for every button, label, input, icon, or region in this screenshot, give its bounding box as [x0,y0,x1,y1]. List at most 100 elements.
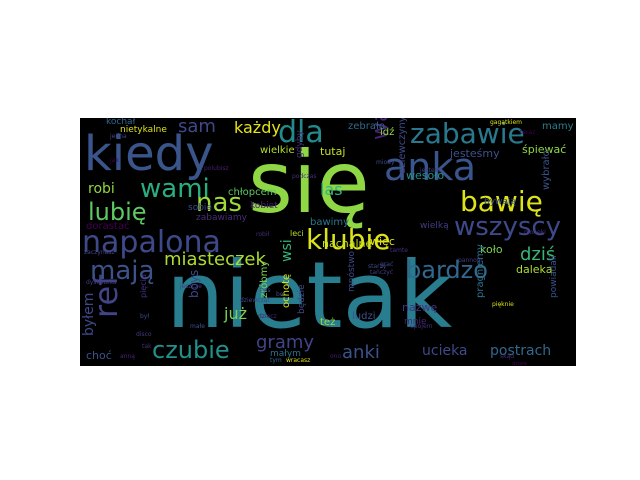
cloud-word: kochał [106,118,136,127]
cloud-word: wesoło [406,169,445,182]
cloud-word: gramy [256,332,315,353]
cloud-word: postrach [490,343,552,359]
cloud-word: jestem [420,167,441,174]
cloud-word: dla [278,118,324,150]
cloud-word: też [320,317,336,328]
cloud-word: wielkie [260,145,295,156]
cloud-word: robił [256,231,270,238]
cloud-word: gdyby [295,130,305,158]
cloud-word: choć [86,349,112,362]
cloud-word: koło [480,243,503,256]
cloud-word: anną [120,353,135,360]
cloud-word: bywają [484,197,516,207]
cloud-word: ono [330,353,342,360]
cloud-word: małym [270,349,301,359]
cloud-word: tamte [390,247,408,254]
cloud-word: daleka [516,263,553,276]
cloud-word: nachalne [322,237,373,250]
cloud-word: ucieka [422,343,468,359]
cloud-word: kiedy [84,126,214,182]
cloud-word: zaczynasz [84,249,115,256]
cloud-word: byłem [81,292,97,336]
cloud-word: dorastać [86,221,130,232]
cloud-word: tym [270,357,282,364]
cloud-word: działa [512,361,527,367]
word-cloud: się nietak kiedy napalona anka zabawie dla wami… [80,118,576,366]
cloud-word: nietykalne [120,125,167,135]
cloud-word: wami [140,174,210,204]
cloud-word: nazwę [402,301,438,314]
cloud-word: anki [342,342,380,363]
cloud-word: zabawie [410,118,525,150]
cloud-word: grać [380,261,394,268]
cloud-word: tutaj [320,145,346,158]
cloud-word: dziś [520,244,556,265]
cloud-word: miasteczek [164,249,266,270]
cloud-word: tańczyć [370,269,394,276]
cloud-word: wielką [420,221,449,231]
cloud-word: sam [178,118,216,137]
cloud-word: dziewczyny [397,118,408,174]
cloud-word: ludzi [352,311,376,322]
cloud-word: kobiet [250,201,278,211]
cloud-word: pioneki [524,229,546,236]
cloud-word: pragniemy [475,244,486,298]
cloud-word: podczas [292,173,317,180]
cloud-word: anka [384,145,476,189]
cloud-word: gagatkiem [490,119,523,126]
cloud-word: dziewcząt [240,297,270,304]
cloud-word: był [140,313,150,320]
cloud-word: pannom [458,257,483,264]
cloud-word: wracasz [286,357,311,364]
cloud-word: bawię [460,185,543,218]
cloud-word: nas [196,188,242,218]
cloud-word: tak [142,343,152,350]
cloud-word: mnie [404,317,427,327]
cloud-word: bawimy [310,217,350,228]
cloud-word: wsi [279,239,295,262]
cloud-word: będzie [297,284,307,314]
cloud-word: nietak [166,242,453,349]
cloud-word: starzy [368,263,387,270]
cloud-word: jeszcze [180,283,202,290]
cloud-word: czubie [152,336,230,364]
cloud-word: wszyscy [454,212,562,242]
cloud-word: pięknie [492,301,514,308]
cloud-word: ochotę [281,273,292,308]
cloud-word: skąd [500,353,515,360]
cloud-word: las [320,180,343,199]
cloud-word: polubisz [204,165,229,172]
cloud-word: każdy [234,118,281,137]
cloud-word: mamy [542,121,574,132]
cloud-word: lubię [88,198,147,226]
cloud-word: leci [290,229,304,238]
cloud-word: miody [376,159,395,166]
cloud-word: już [224,304,247,323]
cloud-word: idź [380,127,395,138]
cloud-word: chłopcem [228,187,277,198]
cloud-word: bo [276,291,284,298]
cloud-word: dziecz [258,313,277,320]
cloud-word: zebrało [348,121,385,132]
cloud-word: jesteśmy [450,147,500,160]
cloud-word: więc [370,235,395,248]
cloud-word: sobie [188,203,212,213]
cloud-word: dyskoteka [86,279,117,286]
cloud-word: śpiewać [522,143,567,156]
cloud-word: bardzo [406,256,488,284]
cloud-word: wybrało [541,150,552,190]
cloud-word: jedna [110,133,127,140]
cloud-word: powiadali [549,255,559,298]
cloud-word: małe [190,323,205,330]
cloud-word: mnóstwo [347,250,357,292]
cloud-word: disco [136,331,152,338]
cloud-word: napalona [82,225,221,260]
cloud-word: klubie [306,223,391,256]
cloud-word: robi [88,181,115,197]
cloud-word: się [248,133,370,233]
cloud-word: zabawiamy [196,213,247,223]
cloud-word: mają [90,256,155,286]
cloud-word: teraz [520,129,536,136]
cloud-word: jak [110,157,119,164]
cloud-word: upojem [410,323,433,330]
